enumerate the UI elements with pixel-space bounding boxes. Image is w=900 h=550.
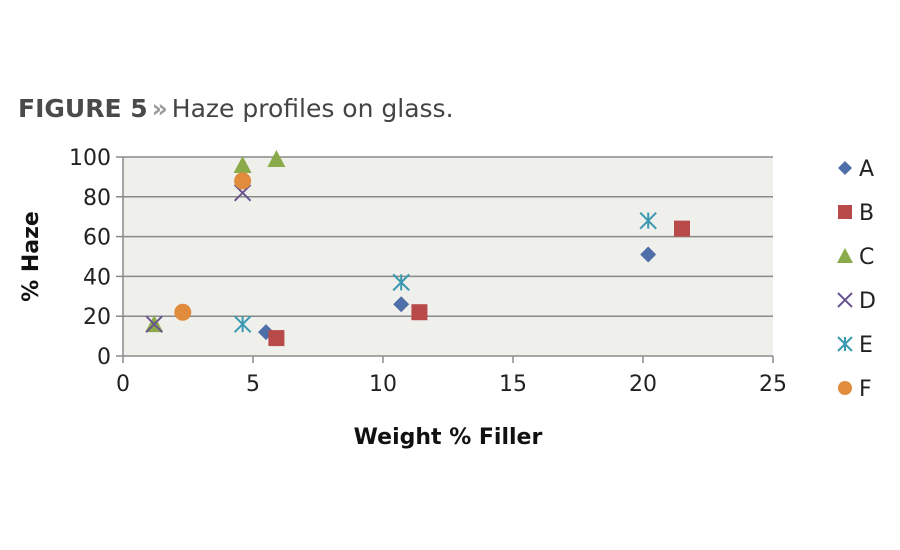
x-tick-label: 5 xyxy=(246,372,260,397)
point-F-2 xyxy=(234,172,252,190)
point-E-2 xyxy=(392,273,410,292)
caption-separator: » xyxy=(151,94,168,123)
y-tick-label: 100 xyxy=(69,146,111,171)
point-A-2 xyxy=(393,296,410,313)
point-A-3 xyxy=(640,246,657,263)
caption-text: Haze profiles on glass. xyxy=(171,94,454,123)
point-E-1 xyxy=(233,315,252,333)
y-axis: 0 20 40 60 80 100 xyxy=(69,146,123,370)
legend-marker-E xyxy=(837,336,853,352)
legend-marker-C xyxy=(837,248,853,263)
x-axis-title: Weight % Filler xyxy=(354,425,543,450)
x-tick-label: 25 xyxy=(759,372,787,397)
legend-label-B: B xyxy=(859,201,874,226)
point-B-2 xyxy=(411,304,428,321)
y-axis-title: % Haze xyxy=(19,211,44,302)
x-tick-label: 0 xyxy=(116,372,130,397)
point-F-1 xyxy=(174,303,192,321)
figure-label: FIGURE 5 xyxy=(18,94,148,123)
plot-area xyxy=(123,157,773,356)
point-B-3 xyxy=(674,220,690,237)
x-axis: 0 5 10 15 20 25 xyxy=(116,356,787,397)
point-B-1 xyxy=(268,330,285,347)
y-tick-label: 40 xyxy=(83,265,111,290)
legend-marker-D xyxy=(837,292,853,308)
point-E-3 xyxy=(639,211,657,230)
grid-lines xyxy=(122,156,773,357)
y-tick-label: 80 xyxy=(83,186,111,211)
legend-label-A: A xyxy=(859,157,874,182)
point-C-2 xyxy=(233,155,252,173)
data-points xyxy=(145,149,690,347)
legend-label-F: F xyxy=(859,377,872,402)
y-tick-label: 20 xyxy=(83,305,111,330)
y-tick-label: 60 xyxy=(83,226,111,251)
legend-marker-B xyxy=(838,205,852,219)
figure-caption: FIGURE 5» Haze profiles on glass. xyxy=(18,94,454,123)
legend-label-D: D xyxy=(859,289,876,314)
x-tick-label: 15 xyxy=(499,372,527,397)
legend-label-E: E xyxy=(859,333,873,358)
point-C-3 xyxy=(267,149,286,167)
x-tick-label: 20 xyxy=(629,372,657,397)
legend-marker-A xyxy=(838,161,852,175)
x-tick-label: 10 xyxy=(369,372,397,397)
point-D-1 xyxy=(145,315,163,333)
legend-label-C: C xyxy=(859,245,874,270)
y-tick-label: 0 xyxy=(97,345,111,370)
legend-marker-F xyxy=(838,381,852,395)
